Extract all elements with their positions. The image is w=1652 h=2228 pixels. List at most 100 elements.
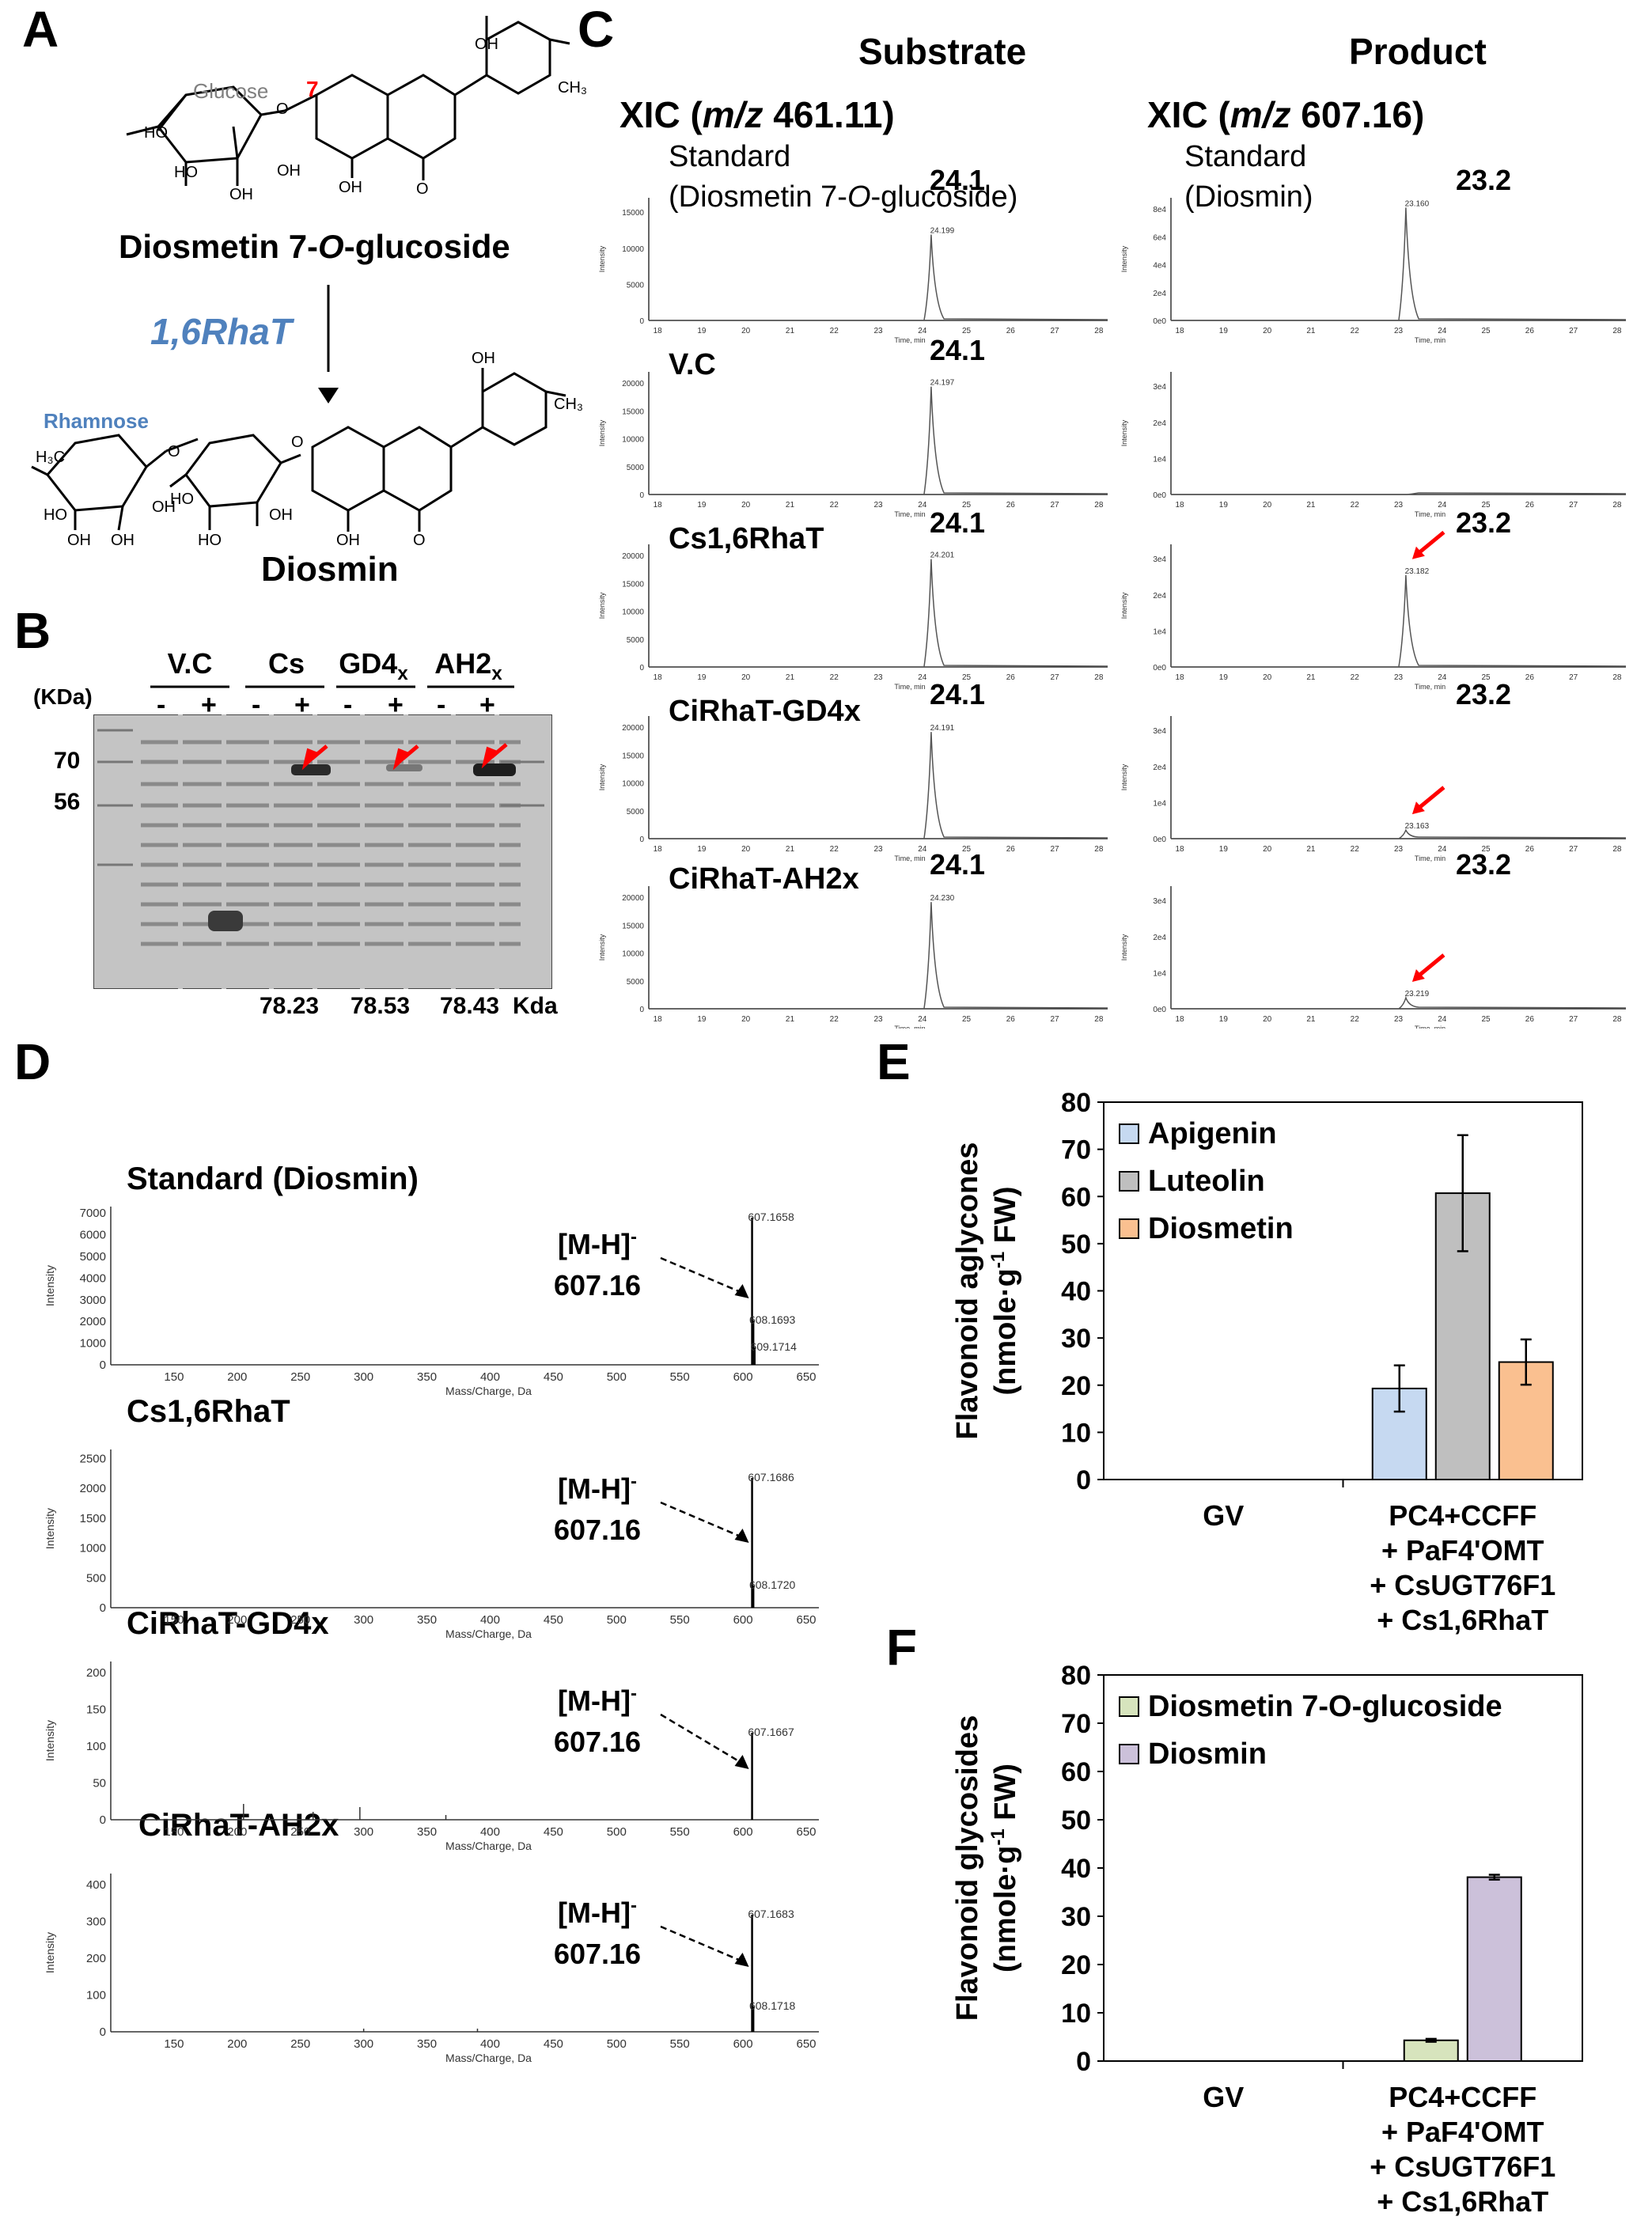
x-tick-label: 20 bbox=[741, 327, 751, 335]
x-tick-label: 28 bbox=[1094, 501, 1104, 510]
retention-time-label: 24.1 bbox=[930, 848, 985, 881]
x-tick-label: 21 bbox=[1306, 845, 1316, 854]
x-tick-label: 19 bbox=[1219, 845, 1229, 854]
lane-minus: - bbox=[157, 690, 166, 720]
category-label: + PaF4'OMT bbox=[1381, 2116, 1544, 2148]
x-tick-label: 25 bbox=[1482, 327, 1491, 335]
x-tick-label: 23 bbox=[1394, 1015, 1404, 1024]
dashed-arrow bbox=[660, 1501, 745, 1540]
x-tick-label: 26 bbox=[1006, 327, 1016, 335]
position-7-label: 7 bbox=[306, 77, 319, 101]
dashed-arrowhead bbox=[734, 1529, 749, 1543]
atom-oh: OH bbox=[67, 532, 91, 549]
x-axis-label: Mass/Charge, Da bbox=[445, 1840, 532, 1852]
x-tick-label: 24 bbox=[1438, 673, 1447, 682]
x-tick-label: 24 bbox=[1438, 501, 1447, 510]
y-tick-label: 2000 bbox=[80, 1315, 106, 1328]
x-tick-label: 450 bbox=[544, 2037, 563, 2051]
chromatogram-trace bbox=[1171, 828, 1627, 839]
y-axis-label-units: (nmole·g-1 FW) bbox=[987, 1186, 1022, 1395]
group-label-cs: Cs bbox=[267, 647, 305, 680]
x-tick-label: 19 bbox=[1219, 501, 1229, 510]
x-tick-label: 21 bbox=[1306, 1015, 1316, 1024]
ion-mass-label: 607.16 bbox=[554, 1514, 641, 1546]
y-tick-label: 2e4 bbox=[1153, 934, 1166, 942]
y-tick-label: 400 bbox=[86, 1878, 106, 1892]
legend-label: Luteolin bbox=[1148, 1165, 1265, 1198]
y-tick-label: 20 bbox=[1061, 1371, 1091, 1401]
x-axis-label: Time, min bbox=[1415, 510, 1446, 518]
x-axis-label: Mass/Charge, Da bbox=[445, 2052, 532, 2064]
x-axis-label: Time, min bbox=[894, 510, 925, 518]
peak-retention-label: 23.160 bbox=[1405, 199, 1430, 208]
x-tick-label: 18 bbox=[654, 327, 663, 335]
y-axis-label: Intensity bbox=[44, 1720, 56, 1761]
y-tick-label: 15000 bbox=[622, 407, 644, 416]
x-tick-label: 26 bbox=[1525, 327, 1535, 335]
red-arrowhead bbox=[1411, 801, 1425, 815]
chrom-label-product-compound: (Diosmin) bbox=[1184, 180, 1313, 214]
y-tick-label: 5000 bbox=[627, 464, 645, 472]
x-tick-label: 26 bbox=[1525, 1015, 1535, 1024]
rhamnose-label: Rhamnose bbox=[44, 409, 149, 433]
atom-o: O bbox=[276, 100, 289, 118]
panel-label-a: A bbox=[22, 1, 59, 58]
protein-size-unit: Kda bbox=[513, 993, 558, 1019]
atom-oh: OH bbox=[339, 179, 362, 196]
x-tick-label: 19 bbox=[1219, 673, 1229, 682]
x-tick-label: 21 bbox=[786, 327, 795, 335]
x-tick-label: 150 bbox=[164, 1613, 184, 1627]
red-arrowhead bbox=[1411, 969, 1425, 983]
y-tick-label: 8e4 bbox=[1153, 206, 1166, 214]
x-axis-label: Time, min bbox=[894, 1025, 925, 1029]
atom-o: O bbox=[413, 532, 426, 549]
x-tick-label: 27 bbox=[1051, 327, 1060, 335]
category-label: + CsUGT76F1 bbox=[1370, 1569, 1555, 1601]
category-label: + Cs1,6RhaT bbox=[1377, 2185, 1548, 2218]
peak-retention-label: 24.230 bbox=[930, 894, 955, 903]
chromatogram-grid: 0 5000 10000 15000 18 19 20 21 22 23 24 25 26 27 28 Tim… bbox=[598, 164, 1627, 1029]
y-tick-label: 10000 bbox=[622, 950, 644, 959]
y-tick-label: 3e4 bbox=[1153, 727, 1166, 736]
column-title-product: Product bbox=[1349, 31, 1487, 72]
ion-label: [M-H]- bbox=[558, 1683, 637, 1717]
x-tick-label: 18 bbox=[654, 501, 663, 510]
marker-70: 70 bbox=[54, 748, 81, 774]
y-tick-label: 150 bbox=[86, 1703, 106, 1716]
chromatogram-trace bbox=[1171, 207, 1627, 321]
y-tick-label: 1000 bbox=[80, 1542, 106, 1555]
y-tick-label: 20000 bbox=[622, 380, 644, 388]
y-tick-label: 60 bbox=[1061, 1757, 1091, 1787]
x-tick-label: 300 bbox=[354, 1370, 373, 1384]
ion-mass-label: 607.16 bbox=[554, 1726, 641, 1758]
chromatogram-trace bbox=[1171, 492, 1627, 495]
x-tick-label: 250 bbox=[290, 2037, 310, 2051]
y-tick-label: 15000 bbox=[622, 752, 644, 760]
y-tick-label: 500 bbox=[86, 1571, 106, 1585]
x-tick-label: 150 bbox=[164, 1825, 184, 1839]
peak-mz-label: 607.1667 bbox=[748, 1726, 794, 1738]
category-label: GV bbox=[1203, 2081, 1244, 2113]
x-tick-label: 650 bbox=[797, 2037, 817, 2051]
y-tick-label: 6e4 bbox=[1153, 233, 1166, 242]
sds-page-gel bbox=[93, 714, 552, 989]
x-tick-label: 28 bbox=[1612, 1015, 1622, 1024]
lane-minus: - bbox=[343, 690, 353, 720]
x-tick-label: 550 bbox=[670, 1370, 690, 1384]
y-tick-label: 6000 bbox=[80, 1229, 106, 1242]
x-tick-label: 18 bbox=[1175, 845, 1184, 854]
y-tick-label: 60 bbox=[1061, 1182, 1091, 1212]
y-tick-label: 2e4 bbox=[1153, 419, 1166, 428]
x-axis-label: Time, min bbox=[894, 683, 925, 691]
x-tick-label: 27 bbox=[1569, 673, 1578, 682]
y-tick-label: 3e4 bbox=[1153, 897, 1166, 906]
y-axis-label: Intensity bbox=[598, 419, 606, 446]
y-tick-label: 3e4 bbox=[1153, 555, 1166, 564]
chromatogram-trace bbox=[649, 234, 1108, 321]
legend-swatch bbox=[1119, 1218, 1139, 1239]
y-tick-label: 50 bbox=[93, 1776, 106, 1790]
x-tick-label: 20 bbox=[1263, 673, 1272, 682]
flavone-ring-c bbox=[386, 74, 457, 160]
x-tick-label: 22 bbox=[1351, 673, 1360, 682]
y-tick-label: 5000 bbox=[627, 808, 645, 817]
